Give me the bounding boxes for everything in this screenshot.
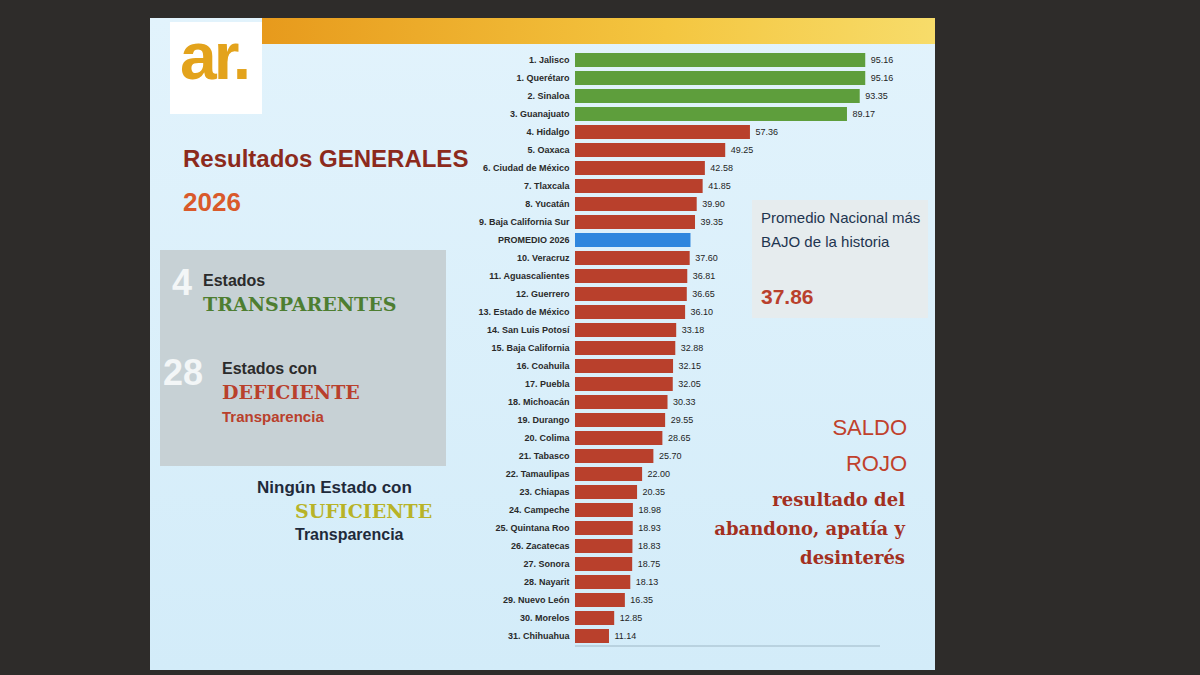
- svg-text:12.85: 12.85: [620, 613, 643, 623]
- svg-text:30.33: 30.33: [673, 397, 696, 407]
- svg-text:18.83: 18.83: [638, 541, 661, 551]
- html-text:Transparencia: Transparencia: [295, 526, 404, 543]
- svg-text:18.98: 18.98: [638, 505, 661, 515]
- svg-text:4. Hidalgo: 4. Hidalgo: [526, 127, 570, 137]
- html-text:2026: 2026: [183, 187, 241, 217]
- svg-text:25.70: 25.70: [659, 451, 682, 461]
- svg-text:16.35: 16.35: [630, 595, 653, 605]
- svg-text:23. Chiapas: 23. Chiapas: [519, 487, 569, 497]
- svg-text:1. Querétaro: 1. Querétaro: [516, 73, 570, 83]
- svg-text:42.58: 42.58: [710, 163, 733, 173]
- svg-text:14. San Luis Potosí: 14. San Luis Potosí: [487, 325, 570, 335]
- svg-text:89.17: 89.17: [852, 109, 875, 119]
- html-text:DEFICIENTE: DEFICIENTE: [222, 381, 360, 403]
- svg-text:18. Michoacán: 18. Michoacán: [508, 397, 570, 407]
- svg-text:22.00: 22.00: [648, 469, 671, 479]
- svg-text:18.75: 18.75: [638, 559, 661, 569]
- svg-text:5. Oaxaca: 5. Oaxaca: [527, 145, 570, 155]
- svg-text:9. Baja California Sur: 9. Baja California Sur: [479, 217, 570, 227]
- svg-text:25. Quintana Roo: 25. Quintana Roo: [495, 523, 570, 533]
- svg-text:7. Tlaxcala: 7. Tlaxcala: [524, 181, 571, 191]
- svg-text:8. Yucatán: 8. Yucatán: [525, 199, 569, 209]
- html-text:resultado del abandono, apatía: resultado del abandono, apatía y desinte…: [714, 489, 905, 568]
- svg-text:37.60: 37.60: [695, 253, 718, 263]
- svg-text:22. Tamaulipas: 22. Tamaulipas: [506, 469, 570, 479]
- svg-text:30. Morelos: 30. Morelos: [520, 613, 570, 623]
- svg-text:2. Sinaloa: 2. Sinaloa: [527, 91, 570, 101]
- svg-text:32.05: 32.05: [678, 379, 701, 389]
- svg-text:18.13: 18.13: [636, 577, 659, 587]
- svg-text:95.16: 95.16: [871, 55, 894, 65]
- svg-text:21. Tabasco: 21. Tabasco: [519, 451, 570, 461]
- svg-text:24. Campeche: 24. Campeche: [509, 505, 570, 515]
- svg-text:19. Durango: 19. Durango: [517, 415, 570, 425]
- html-text:Estados: Estados: [203, 272, 266, 289]
- svg-text:39.35: 39.35: [701, 217, 724, 227]
- svg-text:13. Estado de México: 13. Estado de México: [478, 307, 570, 317]
- html-text:TRANSPARENTES: TRANSPARENTES: [203, 293, 397, 315]
- svg-text:11.14: 11.14: [614, 631, 636, 641]
- svg-text:36.10: 36.10: [691, 307, 714, 317]
- svg-text:41.85: 41.85: [708, 181, 731, 191]
- svg-text:16. Coahuila: 16. Coahuila: [516, 361, 570, 371]
- svg-text:49.25: 49.25: [731, 145, 754, 155]
- svg-text:32.15: 32.15: [679, 361, 702, 371]
- svg-text:26. Zacatecas: 26. Zacatecas: [511, 541, 570, 551]
- html-text:SUFICIENTE: SUFICIENTE: [295, 500, 433, 522]
- svg-text:95.16: 95.16: [871, 73, 894, 83]
- html-text:28: 28: [163, 352, 203, 393]
- html-text:SALDO ROJO: SALDO ROJO: [832, 415, 907, 476]
- svg-text:17. Puebla: 17. Puebla: [525, 379, 571, 389]
- svg-text:29.55: 29.55: [671, 415, 694, 425]
- html-text:Resultados GENERALES: Resultados GENERALES: [183, 145, 469, 172]
- svg-text:10. Veracruz: 10. Veracruz: [517, 253, 570, 263]
- svg-text:6. Ciudad de México: 6. Ciudad de México: [483, 163, 570, 173]
- svg-text:20.35: 20.35: [643, 487, 666, 497]
- svg-text:36.81: 36.81: [693, 271, 716, 281]
- svg-text:15. Baja California: 15. Baja California: [491, 343, 570, 353]
- svg-text:31. Chihuahua: 31. Chihuahua: [508, 631, 571, 641]
- svg-text:57.36: 57.36: [755, 127, 778, 137]
- svg-text:11. Aguascalientes: 11. Aguascalientes: [489, 271, 569, 281]
- html-text:Promedio Nacional más BAJO de: Promedio Nacional más BAJO de la histori…: [761, 209, 921, 250]
- html-text:37.86: 37.86: [761, 285, 814, 308]
- svg-text:3. Guanajuato: 3. Guanajuato: [510, 109, 570, 119]
- html-text:4: 4: [172, 262, 192, 303]
- svg-text:20. Colima: 20. Colima: [524, 433, 570, 443]
- svg-text:29. Nuevo León: 29. Nuevo León: [503, 595, 570, 605]
- svg-text:27. Sonora: 27. Sonora: [523, 559, 570, 569]
- svg-text:33.18: 33.18: [682, 325, 705, 335]
- svg-text:28.65: 28.65: [668, 433, 691, 443]
- svg-text:28. Nayarit: 28. Nayarit: [524, 577, 570, 587]
- svg-text:1. Jalisco: 1. Jalisco: [529, 55, 570, 65]
- html-text:ar.: ar.: [180, 19, 249, 93]
- svg-text:93.35: 93.35: [865, 91, 888, 101]
- html-text:Ningún Estado con: Ningún Estado con: [257, 478, 412, 497]
- svg-text:18.93: 18.93: [638, 523, 661, 533]
- html-text:Transparencia: Transparencia: [222, 408, 324, 425]
- svg-text:PROMEDIO 2026: PROMEDIO 2026: [498, 235, 570, 245]
- svg-text:32.88: 32.88: [681, 343, 704, 353]
- svg-text:36.65: 36.65: [692, 289, 715, 299]
- svg-text:12. Guerrero: 12. Guerrero: [516, 289, 570, 299]
- svg-text:39.90: 39.90: [702, 199, 725, 209]
- html-text:Estados con: Estados con: [222, 360, 318, 377]
